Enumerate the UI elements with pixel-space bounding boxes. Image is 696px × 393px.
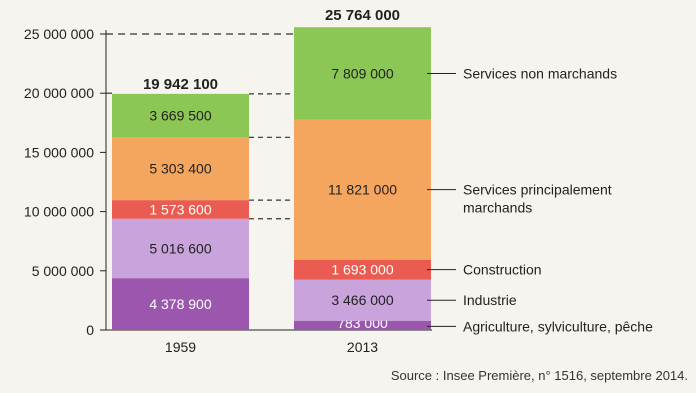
legend-label: Services principalement	[463, 182, 612, 198]
total-label: 19 942 100	[143, 76, 218, 93]
legend-label: Services non marchands	[463, 65, 617, 81]
y-tick-label: 0	[86, 322, 94, 338]
bar-segment	[294, 27, 431, 120]
x-tick-label: 2013	[347, 339, 378, 355]
y-tick-label: 10 000 000	[24, 204, 94, 220]
data-label: 7 809 000	[331, 65, 393, 81]
bar-segment	[112, 200, 249, 219]
legend-label: marchands	[463, 200, 532, 216]
bar-segment	[294, 119, 431, 260]
bar-segment	[112, 93, 249, 138]
legend-label: Industrie	[463, 292, 517, 308]
total-label: 25 764 000	[325, 7, 400, 24]
y-tick-label: 5 000 000	[32, 263, 94, 279]
data-label: 3 669 500	[149, 108, 211, 124]
y-tick-label: 20 000 000	[24, 85, 94, 101]
y-tick-label: 15 000 000	[24, 144, 94, 160]
data-label: 1 693 000	[331, 262, 393, 278]
legend-label: Agriculture, sylviculture, pêche	[463, 318, 653, 334]
legend-label: Construction	[463, 262, 542, 278]
source-note: Source : Insee Première, n° 1516, septem…	[391, 368, 688, 383]
bar-segment	[294, 259, 431, 280]
data-label: 1 573 600	[149, 201, 211, 217]
y-tick-label: 25 000 000	[24, 26, 94, 42]
data-label: 3 466 000	[331, 292, 393, 308]
bar-segment	[294, 320, 431, 330]
bar-segment	[112, 278, 249, 330]
data-label: 5 303 400	[149, 161, 211, 177]
data-label: 5 016 600	[149, 240, 211, 256]
data-label: 11 821 000	[328, 182, 397, 198]
bar-segment	[294, 279, 431, 321]
data-label: 4 378 900	[149, 296, 211, 312]
bar-segment	[112, 218, 249, 279]
x-tick-label: 1959	[165, 339, 196, 355]
bar-segment	[112, 137, 249, 201]
